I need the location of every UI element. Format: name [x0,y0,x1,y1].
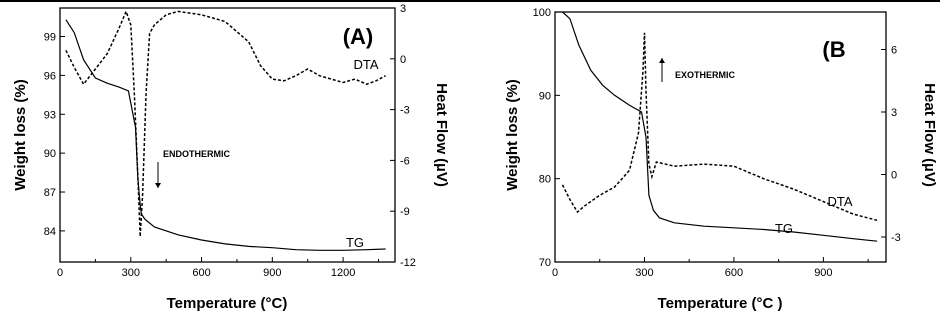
series-label-tg: TG [775,221,793,236]
y2-axis-label: Heat Flow (µV) [433,83,450,187]
series-tg-line [562,11,878,242]
y2-tick-label: 0 [891,170,897,182]
y2-axis-label: Heat Flow (µV) [921,83,938,187]
top-border [0,0,940,2]
x-tick-label: 1200 [331,267,355,279]
chart-panel-0: 0 300 600 900 1200 84 87 90 93 96 99 -12 -9 -6 -3 0 3 Tem… [12,3,450,312]
series-tg-line [65,19,386,251]
series-dta-line [65,9,386,237]
x-tick-label: 600 [725,267,743,279]
y-axis-label: Weight loss (%) [504,79,521,190]
x-tick-label: 900 [814,267,832,279]
y-tick-label: 84 [44,226,56,238]
x-tick-label: 900 [263,267,281,279]
series-label-tg: TG [346,235,364,250]
panel-label: (B [822,37,845,62]
series-label-dta: DTA [353,57,378,72]
x-axis-label: Temperature (°C) [167,295,288,312]
y2-tick-label: -6 [400,155,410,167]
y2-tick-label: 0 [400,54,406,66]
x-tick-label: 300 [635,267,653,279]
series-label-dta: DTA [827,194,852,209]
chart-panel-1: 0 300 600 900 70 80 90 100 -3 0 3 6 Temperature (°C … [504,7,938,312]
y2-tick-label: -9 [400,206,410,218]
y-tick-label: 87 [44,187,56,199]
plot-frame [59,7,396,263]
y-tick-label: 99 [44,32,56,44]
x-tick-label: 300 [122,267,140,279]
panel-label: (A) [343,24,374,49]
annotation-arrow-head [659,58,665,63]
y2-tick-label: 3 [891,107,897,119]
annotation-arrow-head [155,183,161,188]
y-tick-label: 90 [539,90,551,102]
y-tick-label: 93 [44,109,56,121]
annotation-text: EXOTHERMIC [675,70,736,80]
y-tick-label: 100 [533,7,551,19]
plot-frame [554,11,887,263]
y-tick-label: 70 [539,257,551,269]
x-tick-label: 0 [57,267,63,279]
series-dta-line [561,32,878,222]
x-axis-label: Temperature (°C ) [658,295,783,312]
annotation-text: ENDOTHERMIC [163,149,230,159]
y-axis-label: Weight loss (%) [12,79,29,190]
x-tick-label: 0 [552,267,558,279]
y-tick-label: 96 [44,70,56,82]
y2-tick-label: 3 [400,3,406,15]
y2-tick-label: -3 [891,232,901,244]
y2-tick-label: 6 [891,45,897,57]
y2-tick-label: -3 [400,105,410,117]
y-tick-label: 80 [539,174,551,186]
x-tick-label: 600 [192,267,210,279]
y2-tick-label: -12 [400,257,416,269]
y-tick-label: 90 [44,148,56,160]
